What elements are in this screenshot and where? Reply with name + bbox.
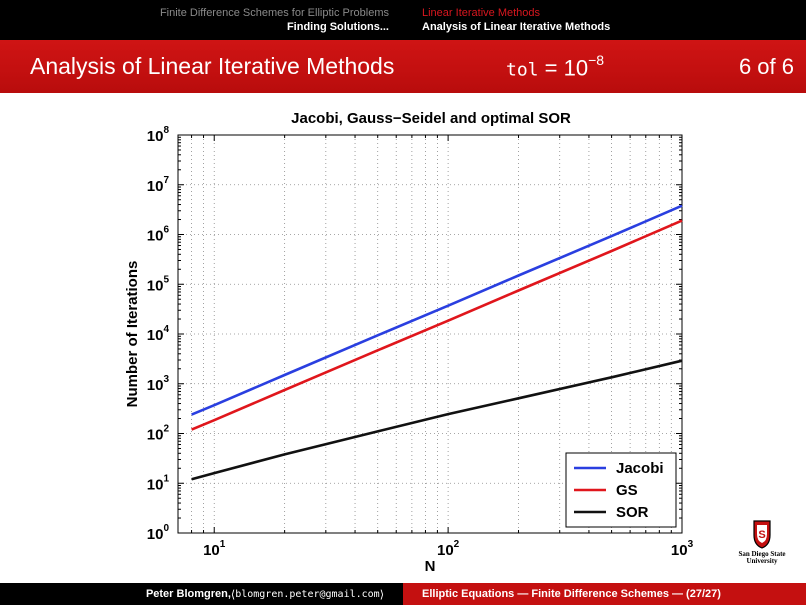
svg-text:S: S [758,529,765,541]
series-line-sor [191,359,683,481]
logo-line2: University [746,557,778,565]
footer-author: Peter Blomgren, ⟨ blomgren.peter@gmail.co… [0,583,403,605]
header-current-section[interactable]: Linear Iterative Methods [422,7,541,19]
x-tick-label: 102 [437,539,460,559]
series-lines [191,204,683,481]
y-tick-label: 103 [147,374,170,394]
author-email[interactable]: blomgren.peter@gmail.com [235,588,380,600]
tol-keyword: tol [506,59,539,81]
y-tick-label: 106 [147,225,170,245]
footer-bar: Peter Blomgren, ⟨ blomgren.peter@gmail.co… [0,583,806,605]
axis-ticks [178,134,682,534]
chart-title: Jacobi, Gauss−Seidel and optimal SOR [291,110,571,127]
header-section-title[interactable]: Finite Difference Schemes for Elliptic P… [159,7,389,19]
y-tick-label: 108 [147,125,170,145]
sdsu-logo: S San Diego State University [733,519,791,569]
author-name: Peter Blomgren, [145,588,231,600]
y-tick-label: 107 [147,175,170,195]
page-counter: 6 of 6 [738,54,794,79]
tolerance-label: tol = 10−8 [506,52,605,81]
tick-labels: 100 101 102 103 104 105 106 107 108 101 102 103 [147,125,694,559]
series-line-jacobi [191,204,683,416]
logo-line1: San Diego State [738,550,786,558]
y-tick-label: 104 [147,324,170,344]
legend-label-jacobi: Jacobi [616,460,664,477]
y-tick-label: 105 [147,274,170,294]
y-tick-label: 102 [147,424,170,444]
header-section-nav[interactable]: Finite Difference Schemes for Elliptic P… [0,0,403,40]
y-axis-label: Number of Iterations [124,261,141,408]
tol-equals: = 10 [538,55,589,81]
frame-title: Analysis of Linear Iterative Methods [30,53,395,79]
header-bar: Finite Difference Schemes for Elliptic P… [0,0,806,40]
header-current-nav[interactable]: Linear Iterative Methods Analysis of Lin… [403,0,806,40]
x-tick-label: 103 [671,539,694,559]
header-subsection-title[interactable]: Finding Solutions... [286,21,389,33]
chart-legend: Jacobi GS SOR [565,452,677,528]
y-tick-label: 101 [147,473,170,493]
x-axis-label: N [425,558,436,575]
series-line-gs [191,219,683,431]
email-open: ⟨ [230,588,236,601]
legend-label-sor: SOR [616,504,649,521]
iterations-chart: Jacobi, Gauss−Seidel and optimal SOR 100… [124,110,694,575]
email-close: ⟩ [379,588,384,601]
footer-course: Elliptic Equations — Finite Difference S… [403,583,806,605]
y-tick-label: 100 [147,523,170,543]
shield-icon: S [753,520,771,549]
frame-title-bar: Analysis of Linear Iterative Methods tol… [0,40,806,93]
tol-exponent: −8 [588,52,605,68]
legend-label-gs: GS [616,482,638,499]
x-tick-label: 101 [203,539,226,559]
header-current-subsection[interactable]: Analysis of Linear Iterative Methods [422,21,611,33]
